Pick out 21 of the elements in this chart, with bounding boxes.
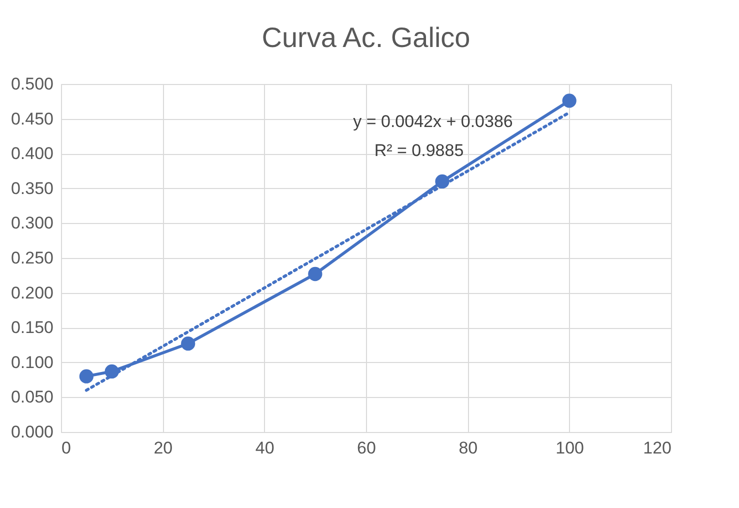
y-tick-label: 0.200	[10, 283, 54, 302]
y-tick-label: 0.050	[10, 388, 54, 407]
x-tick-label: 100	[556, 438, 584, 458]
y-tick-label: 0.250	[10, 248, 54, 268]
y-tick-label: 0.350	[10, 178, 54, 198]
x-tick-label: 40	[255, 438, 274, 458]
y-tick-label: 0.500	[10, 74, 54, 94]
y-tick-label: 0.450	[10, 109, 54, 128]
x-tick-label: 120	[643, 438, 672, 458]
annotation: R² = 0.9885	[374, 141, 464, 160]
chart-title: Curva Ac. Galico	[262, 22, 470, 53]
y-tick-label: 0.000	[10, 422, 54, 442]
x-tick-label: 20	[154, 438, 173, 458]
y-tick-label: 0.300	[10, 214, 54, 233]
x-tick-label: 80	[458, 438, 478, 458]
x-tick-label: 60	[357, 438, 376, 458]
annotation: y = 0.0042x + 0.0386	[353, 112, 513, 131]
y-tick-label: 0.100	[10, 352, 54, 372]
y-tick-label: 0.400	[10, 144, 54, 164]
x-tick-label: 0	[62, 438, 71, 458]
y-tick-label: 0.150	[10, 318, 54, 338]
